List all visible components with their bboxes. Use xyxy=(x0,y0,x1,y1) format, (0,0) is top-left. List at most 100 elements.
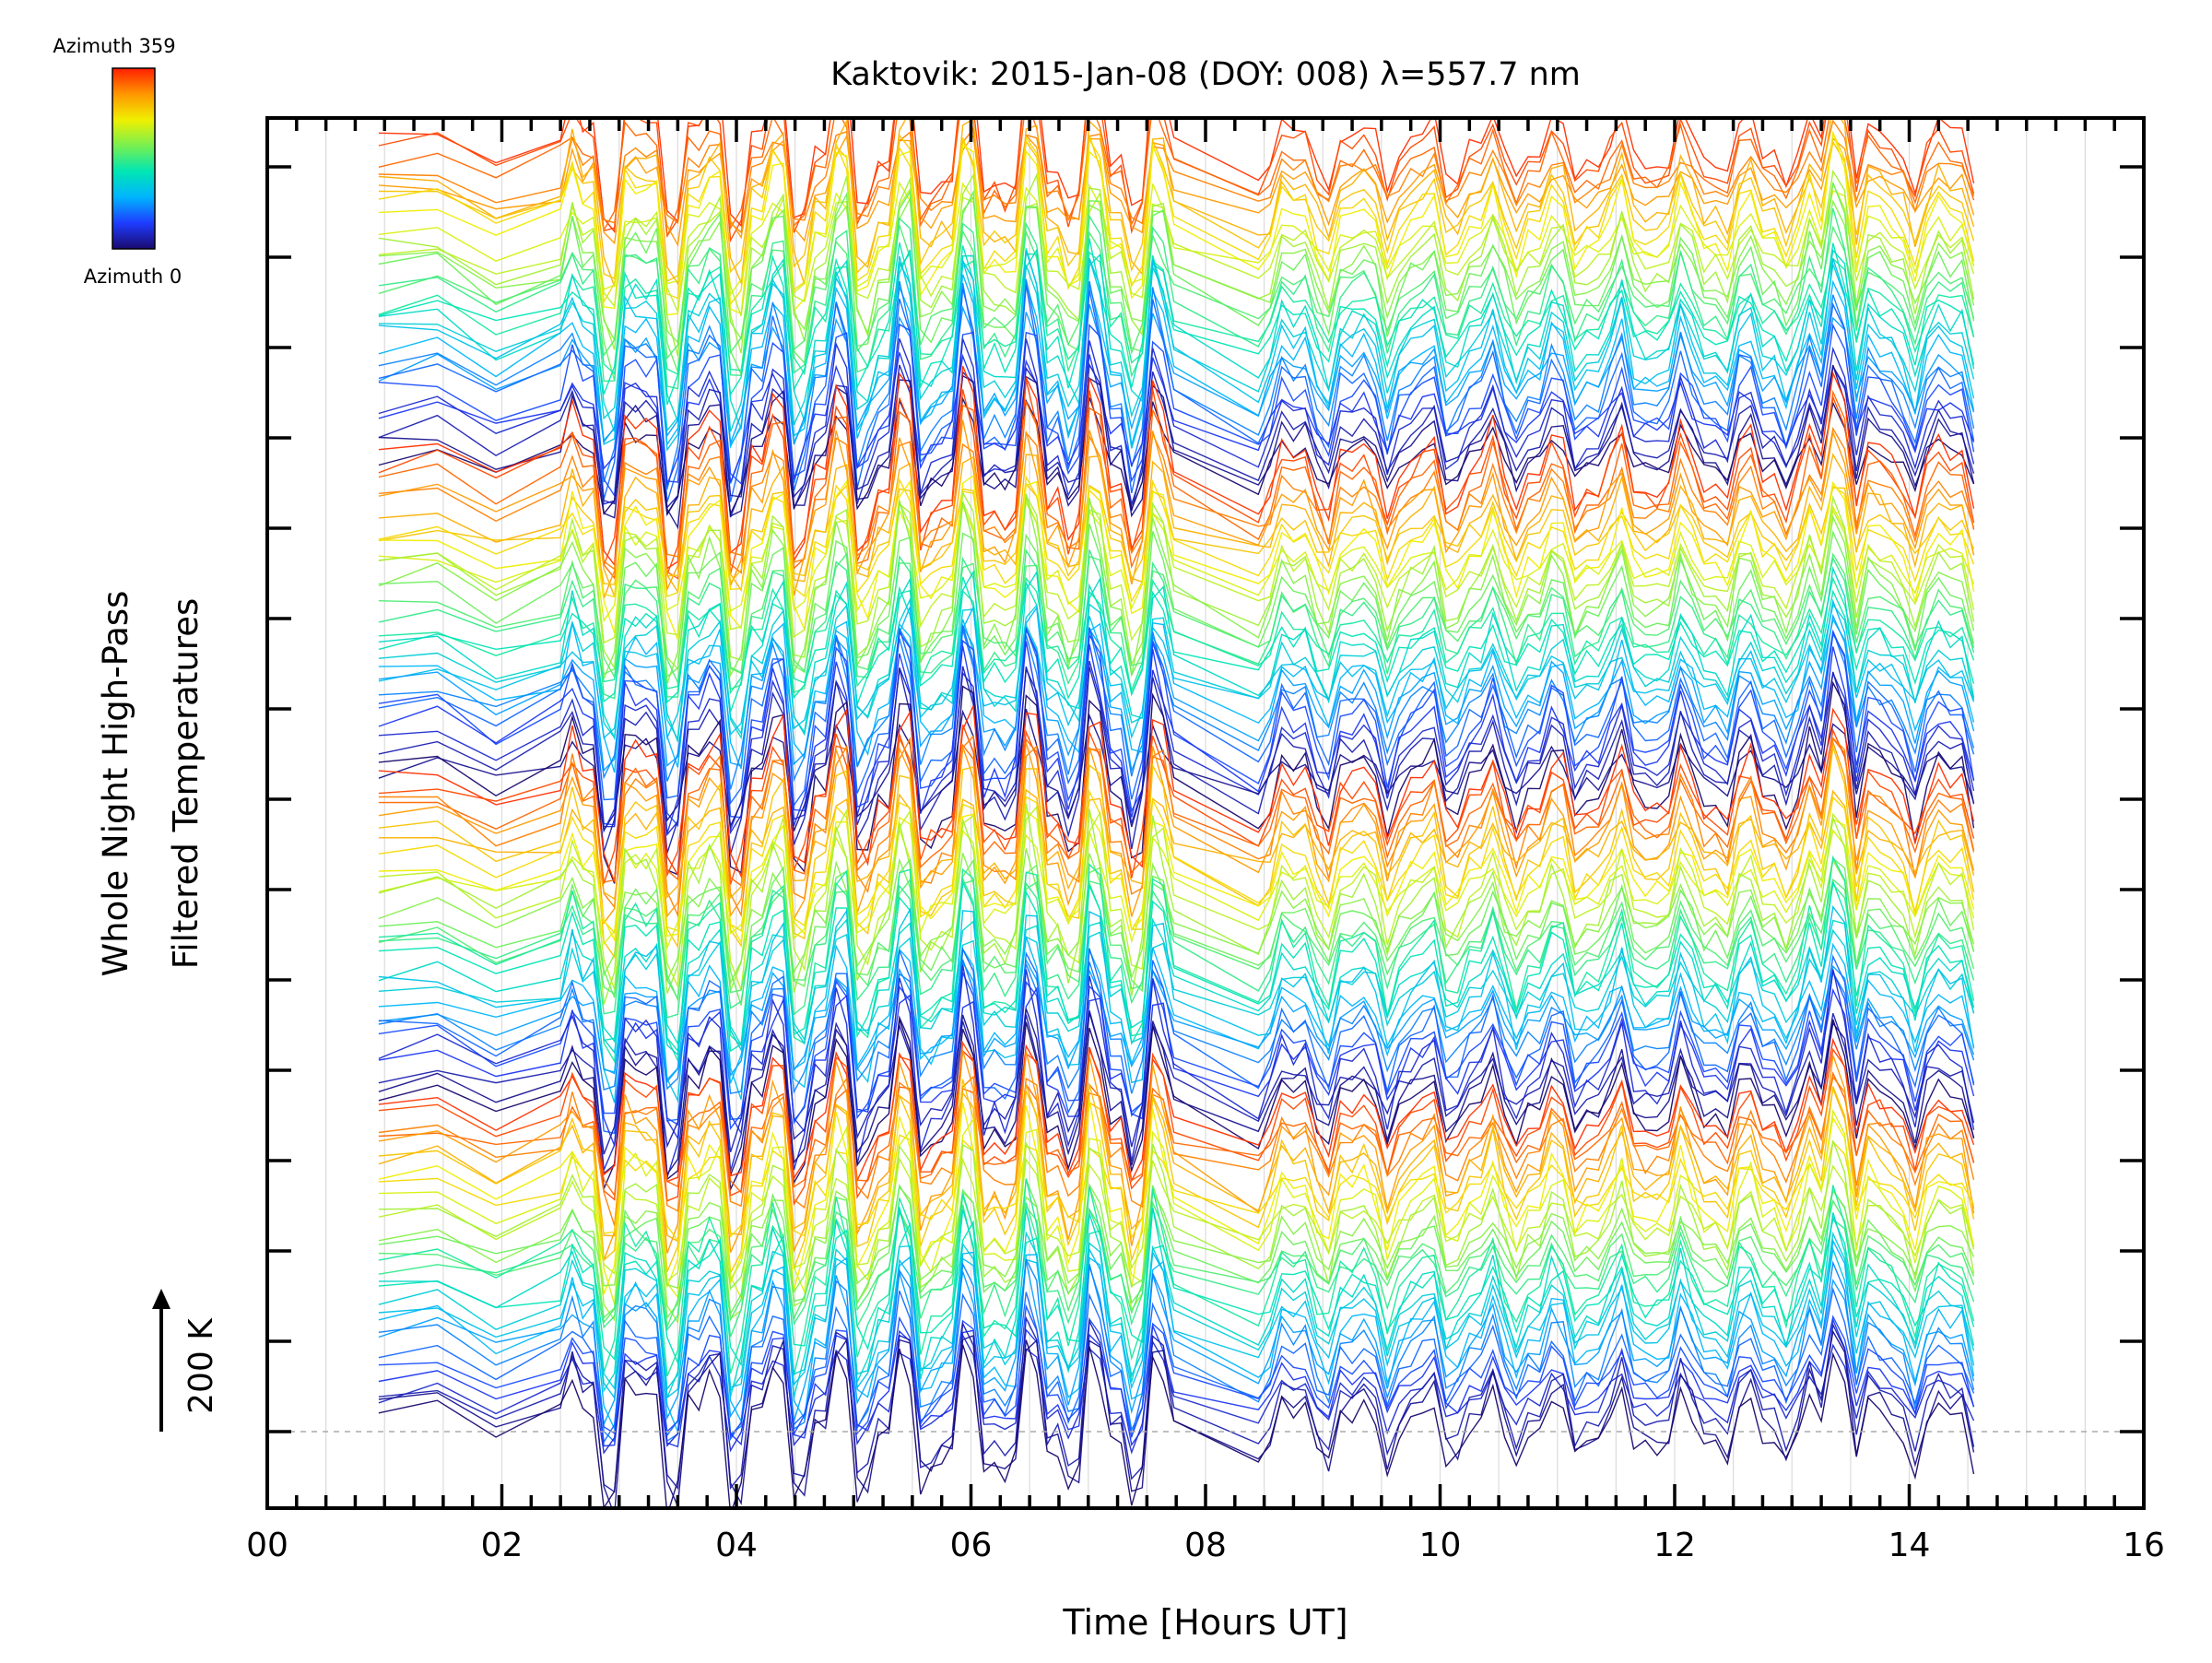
series-line xyxy=(378,1333,1975,1455)
axis-ticks xyxy=(265,118,2146,1508)
colorbar-top-label: Azimuth 359 xyxy=(53,35,175,57)
series-line xyxy=(378,625,1975,808)
series-line xyxy=(378,352,1975,488)
plot-frame xyxy=(265,116,2146,1510)
series-line xyxy=(378,708,1975,832)
series-group xyxy=(378,118,1975,1508)
series-line xyxy=(378,119,1975,234)
series-line xyxy=(378,118,1975,237)
series-line xyxy=(378,1238,1975,1433)
series-line xyxy=(378,1246,1975,1400)
series-line xyxy=(378,482,1975,585)
x-tick-label: 10 xyxy=(1419,1527,1462,1564)
series-line xyxy=(378,338,1975,518)
series-line xyxy=(378,1134,1975,1243)
series-line xyxy=(378,552,1975,686)
series-line xyxy=(378,917,1975,1047)
series-line xyxy=(378,969,1975,1130)
x-tick-labels: 00 02 04 06 08 10 12 14 16 xyxy=(246,1527,2165,1564)
scale-arrow-head xyxy=(152,1289,171,1309)
x-tick-label: 06 xyxy=(950,1527,993,1564)
series-line xyxy=(378,879,1975,1053)
x-tick-label: 02 xyxy=(481,1527,524,1564)
series-line xyxy=(378,1178,1975,1320)
series-line xyxy=(378,500,1975,623)
series-line xyxy=(378,224,1975,360)
series-line xyxy=(378,628,1975,790)
series-line xyxy=(378,1183,1975,1294)
y-axis-label-line2: Filtered Temperatures xyxy=(166,598,206,969)
series-line xyxy=(378,1099,1975,1295)
series-line xyxy=(378,195,1975,345)
series-line xyxy=(378,1303,1975,1439)
series-line xyxy=(378,474,1975,640)
scale-label: 200 K xyxy=(182,1317,220,1414)
colorbar-gradient xyxy=(112,67,156,250)
series-line xyxy=(378,789,1975,935)
series-line xyxy=(378,182,1975,317)
series-line xyxy=(378,255,1975,432)
x-axis-label: Time [Hours UT] xyxy=(1062,1602,1347,1643)
series-line xyxy=(378,1339,1975,1508)
series-line xyxy=(378,805,1975,991)
series-line xyxy=(378,1202,1975,1338)
series-line xyxy=(378,1050,1975,1261)
series-line xyxy=(378,641,1975,834)
series-line xyxy=(378,1010,1975,1155)
series-line xyxy=(378,303,1975,445)
series-line xyxy=(378,1019,1975,1192)
colorbar-bottom-label: Azimuth 0 xyxy=(84,265,182,288)
series-line xyxy=(378,362,1975,510)
series-line xyxy=(378,498,1975,644)
series-line xyxy=(378,1178,1975,1377)
series-line xyxy=(378,1207,1975,1398)
series-line xyxy=(378,877,1975,1019)
series-line xyxy=(378,788,1975,901)
series-line xyxy=(378,182,1975,382)
series-line xyxy=(378,827,1975,950)
series-line xyxy=(378,251,1975,376)
series-line xyxy=(378,134,1975,247)
series-line xyxy=(378,379,1975,575)
series-line xyxy=(378,958,1975,1084)
series-line xyxy=(378,959,1975,1095)
series-line xyxy=(378,576,1975,713)
series-line xyxy=(378,848,1975,985)
series-line xyxy=(378,419,1975,599)
series-line xyxy=(378,1037,1975,1184)
series-line xyxy=(378,130,1975,306)
series-line xyxy=(378,705,1975,882)
colorbar: Azimuth 359 Azimuth 0 xyxy=(53,35,182,288)
series-line xyxy=(378,1259,1975,1427)
series-line xyxy=(378,1157,1975,1282)
series-line xyxy=(378,1315,1975,1493)
series-line xyxy=(378,134,1975,283)
series-line xyxy=(378,616,1975,740)
series-line xyxy=(378,250,1975,452)
series-line xyxy=(378,928,1975,1056)
series-line xyxy=(378,238,1975,406)
series-line xyxy=(378,1108,1975,1305)
series-line xyxy=(378,1008,1975,1176)
series-line xyxy=(378,284,1975,502)
x-tick-label: 12 xyxy=(1653,1527,1696,1564)
series-line xyxy=(378,737,1975,887)
series-line xyxy=(378,1041,1975,1207)
x-tick-label: 08 xyxy=(1184,1527,1227,1564)
x-tick-label: 14 xyxy=(1888,1527,1931,1564)
series-line xyxy=(378,1084,1975,1243)
x-tick-label: 04 xyxy=(715,1527,758,1564)
series-line xyxy=(378,181,1975,297)
series-line xyxy=(378,1230,1975,1393)
series-line xyxy=(378,475,1975,604)
x-tick-label: 16 xyxy=(2123,1527,2165,1564)
series-line xyxy=(378,803,1975,1005)
series-line xyxy=(378,207,1975,390)
series-line xyxy=(378,937,1975,1084)
y-axis-label-line1: Whole Night High-Pass xyxy=(96,591,135,977)
series-line xyxy=(378,878,1975,1001)
series-line xyxy=(378,396,1975,516)
x-tick-label: 00 xyxy=(246,1527,288,1564)
